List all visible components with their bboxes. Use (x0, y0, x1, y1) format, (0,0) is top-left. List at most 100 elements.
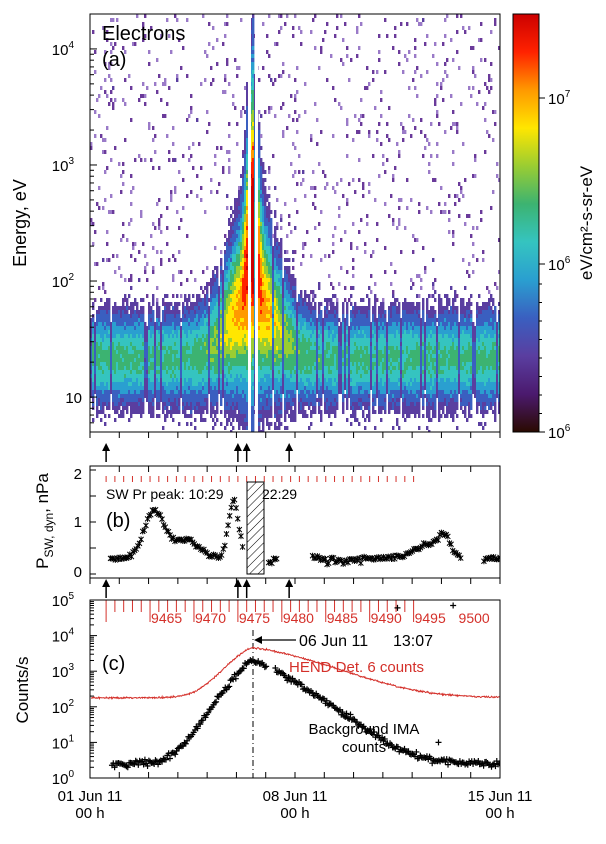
heatmap-cell (134, 382, 137, 386)
heatmap-cell (108, 370, 111, 374)
heatmap-cell (202, 382, 205, 386)
heatmap-cell (212, 78, 215, 82)
heatmap-cell (96, 314, 99, 318)
heatmap-cell (166, 318, 169, 322)
heatmap-cell (318, 334, 321, 338)
heatmap-cell (258, 354, 261, 358)
heatmap-cell (288, 266, 291, 270)
heatmap-cell (250, 98, 253, 102)
heatmap-cell (106, 394, 109, 398)
heatmap-cell (102, 410, 105, 414)
heatmap-cell (238, 246, 241, 250)
heatmap-cell (334, 190, 337, 194)
heatmap-cell (312, 374, 315, 378)
heatmap-cell (164, 322, 167, 326)
heatmap-cell (284, 406, 287, 410)
heatmap-cell (308, 398, 311, 402)
heatmap-cell (120, 394, 123, 398)
heatmap-cell (226, 246, 229, 250)
heatmap-cell (126, 298, 129, 302)
heatmap-cell (294, 406, 297, 410)
heatmap-cell (124, 398, 127, 402)
heatmap-cell (234, 414, 237, 418)
heatmap-cell (102, 394, 105, 398)
heatmap-cell (314, 294, 317, 298)
heatmap-cell (284, 390, 287, 394)
heatmap-cell (252, 54, 255, 58)
heatmap-cell (244, 266, 247, 270)
heatmap-cell (290, 278, 293, 282)
heatmap-cell (188, 394, 191, 398)
heatmap-cell (118, 322, 121, 326)
heatmap-cell (114, 370, 117, 374)
heatmap-cell (226, 206, 229, 210)
heatmap-cell (230, 346, 233, 350)
heatmap-cell (296, 350, 299, 354)
heatmap-cell (244, 330, 247, 334)
heatmap-cell (228, 254, 231, 258)
heatmap-cell (242, 358, 245, 362)
heatmap-cell (200, 414, 203, 418)
heatmap-cell (222, 294, 225, 298)
heatmap-cell (92, 330, 95, 334)
heatmap-cell (258, 370, 261, 374)
heatmap-cell (180, 382, 183, 386)
heatmap-cell (214, 386, 217, 390)
heatmap-cell (230, 342, 233, 346)
heatmap-cell (262, 430, 265, 432)
heatmap-cell (214, 358, 217, 362)
heatmap-cell (110, 62, 113, 66)
heatmap-cell (134, 338, 137, 342)
heatmap-cell (194, 346, 197, 350)
heatmap-cell (98, 322, 101, 326)
heatmap-cell (212, 426, 215, 430)
heatmap-cell (252, 370, 255, 374)
heatmap-cell (246, 294, 249, 298)
heatmap-cell (224, 382, 227, 386)
heatmap-cell (166, 402, 169, 406)
heatmap-cell (100, 338, 103, 342)
heatmap-cell (90, 330, 93, 334)
heatmap-cell (198, 394, 201, 398)
heatmap-cell (102, 314, 105, 318)
heatmap-cell (232, 218, 235, 222)
heatmap-cell (190, 422, 193, 426)
heatmap-cell (242, 270, 245, 274)
heatmap-cell (112, 46, 115, 50)
heatmap-cell (294, 338, 297, 342)
heatmap-cell (210, 286, 213, 290)
heatmap-cell (198, 310, 201, 314)
heatmap-cell (202, 290, 205, 294)
heatmap-cell (302, 366, 305, 370)
heatmap-cell (220, 350, 223, 354)
heatmap-cell (260, 170, 263, 174)
heatmap-cell (228, 418, 231, 422)
heatmap-cell (300, 410, 303, 414)
heatmap-cell (310, 326, 313, 330)
heatmap-cell (330, 382, 333, 386)
heatmap-cell (106, 38, 109, 42)
heatmap-cell (278, 398, 281, 402)
heatmap-cell (314, 334, 317, 338)
heatmap-cell (282, 318, 285, 322)
heatmap-cell (160, 386, 163, 390)
heatmap-cell (104, 358, 107, 362)
heatmap-cell (166, 18, 169, 22)
heatmap-cell (224, 242, 227, 246)
heatmap-cell (180, 338, 183, 342)
heatmap-cell (234, 298, 237, 302)
heatmap-cell (266, 230, 269, 234)
heatmap-cell (164, 114, 167, 118)
heatmap-cell (220, 386, 223, 390)
heatmap-cell (324, 322, 327, 326)
heatmap-cell (288, 378, 291, 382)
heatmap-cell (234, 210, 237, 214)
heatmap-cell (238, 282, 241, 286)
heatmap-cell (232, 418, 235, 422)
heatmap-cell (200, 338, 203, 342)
heatmap-cell (244, 142, 247, 146)
heatmap-cell (252, 250, 255, 254)
heatmap-cell (250, 46, 253, 50)
heatmap-cell (152, 370, 155, 374)
heatmap-cell (260, 218, 263, 222)
